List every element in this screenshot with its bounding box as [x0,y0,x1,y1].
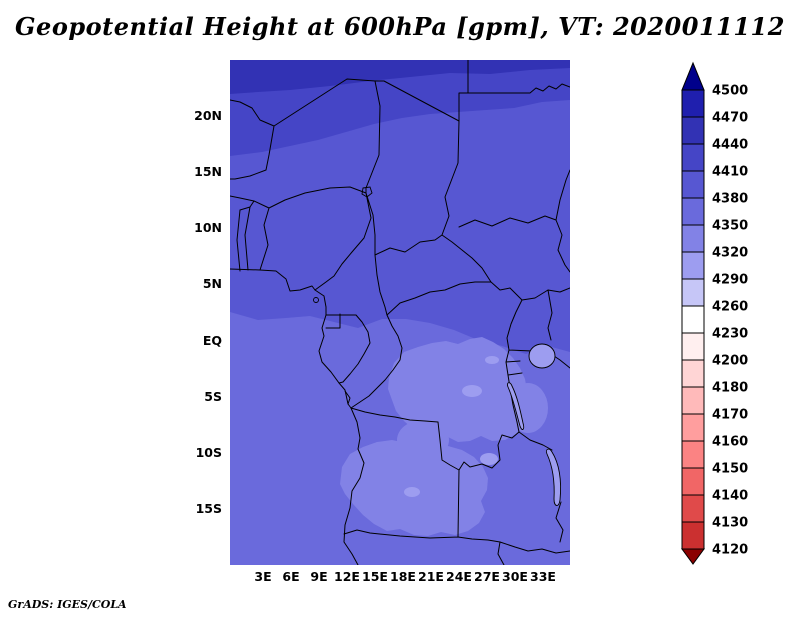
colorbar-label-4140: 4140 [712,489,748,504]
colorbar-label-4500: 4500 [712,84,748,99]
colorbar-segment-4470-4500 [681,89,705,118]
colorbar-label-4350: 4350 [712,219,748,234]
colorbar-segment-4200-4230 [681,332,705,361]
grads-credit: GrADS: IGES/COLA [8,598,127,611]
lon-tick-33E: 33E [530,569,556,584]
fill-4290-spot-3 [480,453,498,465]
colorbar-segment-4440-4470 [681,116,705,145]
colorbar-label-4180: 4180 [712,381,748,396]
lake-victoria [528,343,556,369]
borders-car-sudan [386,169,570,316]
colorbar-segment-4380-4410 [681,170,705,199]
colorbar-label-4470: 4470 [712,111,748,126]
lakes-and-islands [313,186,562,506]
lon-tick-3E: 3E [254,569,272,584]
fill-4440-4470 [230,60,570,94]
borders-sahara [230,60,570,236]
lat-tick-10N: 10N [194,220,222,236]
africa-map [230,60,570,565]
lon-tick-6E: 6E [282,569,300,584]
colorbar-segment-4170-4180 [681,386,705,415]
fill-4290-spot-1 [462,385,482,397]
colorbar: 4500 4470 4440 4410 4380 4350 4320 4290 4260 4230… [681,61,748,565]
lon-tick-21E: 21E [418,569,444,584]
borders-west-africa [230,186,367,272]
borders-nigeria-cameroon-chad [314,192,443,316]
colorbar-segment-4160-4170 [681,413,705,442]
colorbar-label-4440: 4440 [712,138,748,153]
lat-tick-10S: 10S [195,444,222,460]
fill-4290-spot-4 [404,487,420,497]
lat-tick-20N: 20N [194,108,222,123]
colorbar-label-4410: 4410 [712,165,748,180]
plot-title: Geopotential Height at 600hPa [gpm], VT:… [15,12,785,41]
country-borders [230,60,570,565]
colorbar-label-4260: 4260 [712,300,748,315]
bioko-island [313,297,319,303]
colorbar-segment-4180-4200 [681,359,705,388]
colorbar-label-4200: 4200 [712,354,748,369]
lon-tick-24E: 24E [446,569,472,584]
colorbar-segment-lt4120 [681,548,705,565]
lake-tanganyika [507,382,525,430]
fill-4320-4350-east [508,383,548,433]
colorbar-segment-4290-4320 [681,251,705,280]
colorbar-label-4120: 4120 [712,543,748,558]
lat-tick-EQ: EQ [202,332,222,348]
colorbar-segment-4140-4150 [681,467,705,496]
colorbar-label-4160: 4160 [712,435,748,450]
colorbar-segment-4260-4290 [681,278,705,307]
colorbar-label-4130: 4130 [712,516,748,531]
colorbar-segment-4120-4130 [681,521,705,550]
colorbar-segment-4230-4260 [681,305,705,334]
fill-4290-spot-2 [485,356,499,364]
colorbar-segment-gt4500 [681,61,705,91]
lake-malawi [546,448,562,506]
colorbar-label-4290: 4290 [712,273,748,288]
colorbar-label-4320: 4320 [712,246,748,261]
colorbar-segment-4130-4140 [681,494,705,523]
lake-chad [361,186,373,198]
lon-tick-27E: 27E [474,569,500,584]
colorbar-segment-4150-4160 [681,440,705,469]
lon-tick-9E: 9E [310,569,328,584]
lat-tick-5N: 5N [202,276,222,292]
colorbar-segment-4320-4350 [681,224,705,253]
lon-tick-30E: 30E [502,569,528,584]
colorbar-label-4170: 4170 [712,408,748,423]
coastline [230,268,365,565]
colorbar-segment-4410-4440 [681,143,705,172]
lat-tick-15S: 15S [195,500,222,516]
lat-tick-5S: 5S [204,388,222,404]
shaded-contour-fills [230,60,570,565]
colorbar-label-4150: 4150 [712,462,748,477]
lon-tick-18E: 18E [390,569,416,584]
colorbar-label-4380: 4380 [712,192,748,207]
colorbar-segment-4350-4380 [681,197,705,226]
borders-rift-lakes [505,289,570,433]
borders-angola-zambia [343,407,570,565]
lon-tick-12E: 12E [334,569,360,584]
borders-gabon-congo [325,313,403,409]
lon-tick-15E: 15E [362,569,388,584]
colorbar-label-4230: 4230 [712,327,748,342]
lat-tick-15N: 15N [194,164,222,180]
